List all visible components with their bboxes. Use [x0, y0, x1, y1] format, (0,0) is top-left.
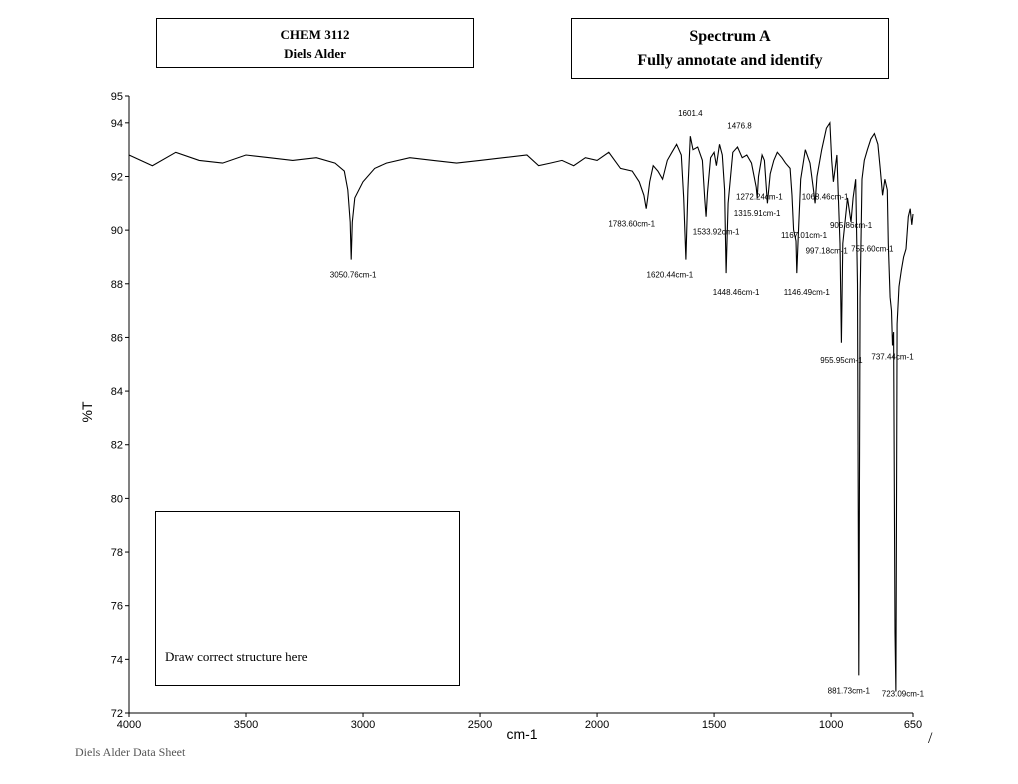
peak-label: 1601.4 — [678, 109, 703, 118]
peak-label: 1533.92cm-1 — [693, 228, 740, 237]
peak-label: 1620.44cm-1 — [647, 271, 694, 280]
y-tick-label: 94 — [111, 118, 123, 130]
y-tick-label: 78 — [111, 547, 123, 559]
x-tick-label: 1000 — [819, 719, 843, 731]
peak-label: 1146.49cm-1 — [784, 288, 831, 297]
peak-label: 1167.01cm-1 — [781, 231, 828, 240]
peak-label: 1315.91cm-1 — [734, 209, 781, 218]
spectrum-title: Spectrum A — [689, 28, 771, 45]
x-tick-label: 3000 — [351, 719, 375, 731]
peak-label: 755.60cm-1 — [851, 245, 894, 254]
peak-label: 3050.76cm-1 — [330, 271, 377, 280]
peak-label: 1272.24cm-1 — [736, 192, 783, 201]
spectrum-header-box: Spectrum A Fully annotate and identify — [571, 18, 889, 79]
y-tick-label: 88 — [111, 279, 123, 291]
peak-label: 997.18cm-1 — [806, 247, 849, 256]
chart-ticks: 4000 3500 3000 2500 2000 1500 1000 650 72 74 76 78 8… — [111, 91, 922, 731]
footer-label: Diels Alder Data Sheet — [75, 745, 186, 759]
y-tick-label: 74 — [111, 654, 123, 666]
peak-label: 881.73cm-1 — [828, 686, 871, 695]
course-header-box: CHEM 3112 Diels Alder — [156, 18, 474, 68]
structure-box-label: Draw correct structure here — [165, 649, 308, 664]
peak-labels-group: 3050.76cm-1 1783.60cm-1 1620.44cm-1 1601.4 1… — [330, 109, 925, 698]
x-tick-label: 650 — [904, 719, 922, 731]
x-tick-label: 3500 — [234, 719, 258, 731]
peak-label: 1783.60cm-1 — [608, 220, 655, 229]
y-axis-title: %T — [79, 401, 95, 422]
course-subject: Diels Alder — [284, 46, 346, 61]
peak-label: 1448.46cm-1 — [713, 288, 760, 297]
x-tick-label: 4000 — [117, 719, 141, 731]
x-axis-title: cm-1 — [506, 726, 537, 742]
x-tick-label: 1500 — [702, 719, 726, 731]
y-tick-label: 84 — [111, 386, 123, 398]
structure-drawing-box[interactable]: Draw correct structure here — [155, 511, 460, 686]
y-tick-label: 76 — [111, 601, 123, 613]
footer-mark: / — [928, 730, 933, 747]
peak-label: 1476.8 — [727, 121, 752, 130]
peak-label: 737.44cm-1 — [871, 352, 914, 361]
x-tick-label: 2000 — [585, 719, 609, 731]
y-tick-label: 86 — [111, 332, 123, 344]
y-tick-label: 90 — [111, 225, 123, 237]
peak-label: 723.09cm-1 — [882, 690, 925, 699]
spectrum-instruction: Fully annotate and identify — [637, 52, 823, 69]
x-tick-label: 2500 — [468, 719, 492, 731]
y-tick-label: 95 — [111, 91, 123, 103]
spectrum-line — [128, 121, 914, 692]
y-tick-label: 82 — [111, 440, 123, 452]
peak-label: 955.95cm-1 — [820, 356, 863, 365]
peak-label: 1068.46cm-1 — [802, 192, 849, 201]
y-tick-label: 72 — [111, 708, 123, 720]
spectrum-line-group — [128, 121, 914, 692]
course-code: CHEM 3112 — [280, 27, 350, 42]
peak-label: 905.86cm-1 — [830, 221, 873, 230]
y-tick-label: 80 — [111, 493, 123, 505]
y-tick-label: 92 — [111, 171, 123, 183]
chart-axes — [128, 96, 913, 714]
